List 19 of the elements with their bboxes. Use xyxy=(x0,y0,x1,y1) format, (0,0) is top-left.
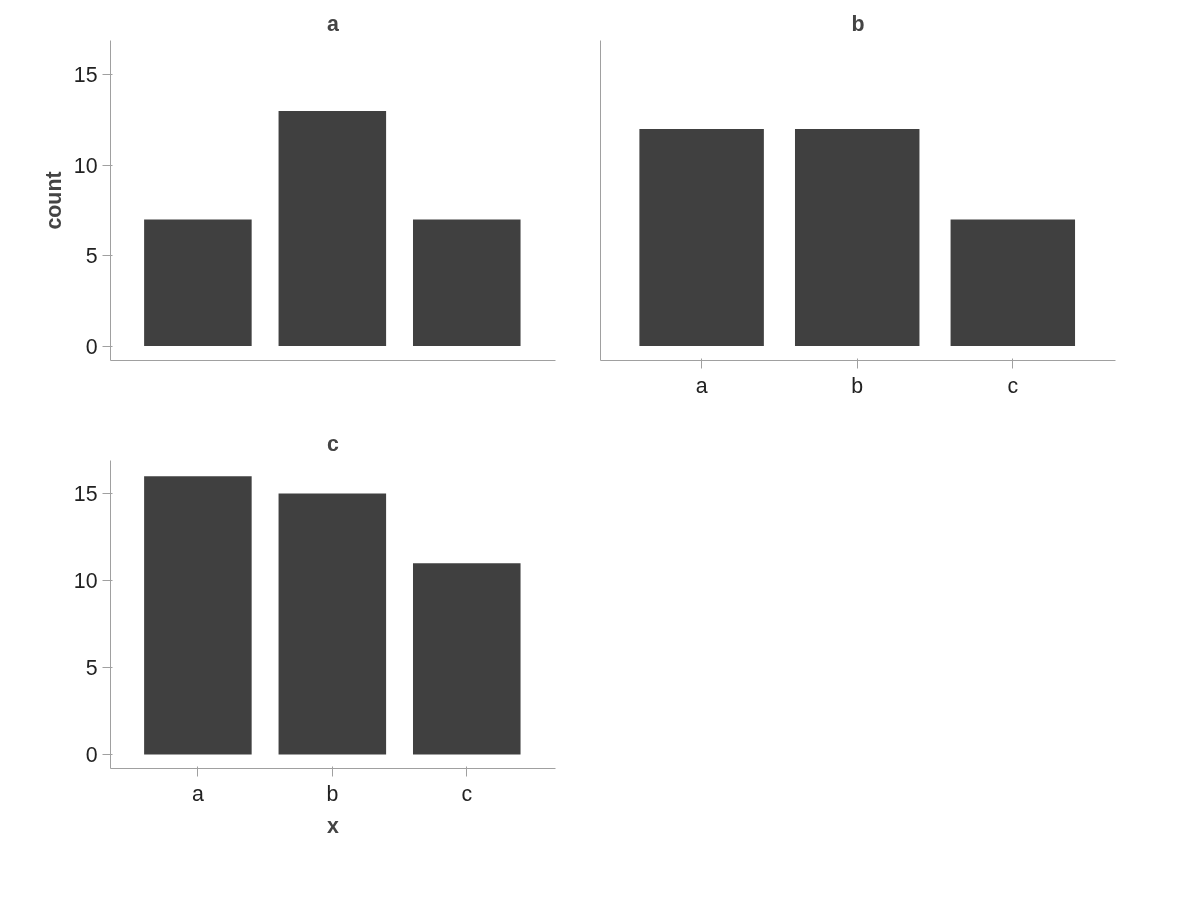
y-tick-label: 5 xyxy=(85,656,98,681)
x-tick-label: c xyxy=(1007,373,1019,398)
y-tick-label: 15 xyxy=(73,63,98,88)
x-tick-label: a xyxy=(191,781,204,806)
y-tick-label: 0 xyxy=(85,743,98,768)
y-tick-label: 10 xyxy=(73,569,98,594)
x-tick-label: b xyxy=(851,373,864,398)
y-tick-label: 15 xyxy=(73,482,98,507)
x-tick-label: a xyxy=(695,373,708,398)
chart-title: a xyxy=(327,11,340,36)
x-axis-title: x xyxy=(327,813,340,838)
x-tick-label: b xyxy=(326,781,339,806)
y-axis-title: count xyxy=(41,171,66,230)
y-tick-label: 0 xyxy=(85,334,98,359)
x-tick-label: c xyxy=(461,781,473,806)
chart-title: c xyxy=(327,431,340,456)
y-tick-label: 10 xyxy=(73,153,98,178)
y-tick-label: 5 xyxy=(85,244,98,269)
chart-title: b xyxy=(851,11,865,36)
